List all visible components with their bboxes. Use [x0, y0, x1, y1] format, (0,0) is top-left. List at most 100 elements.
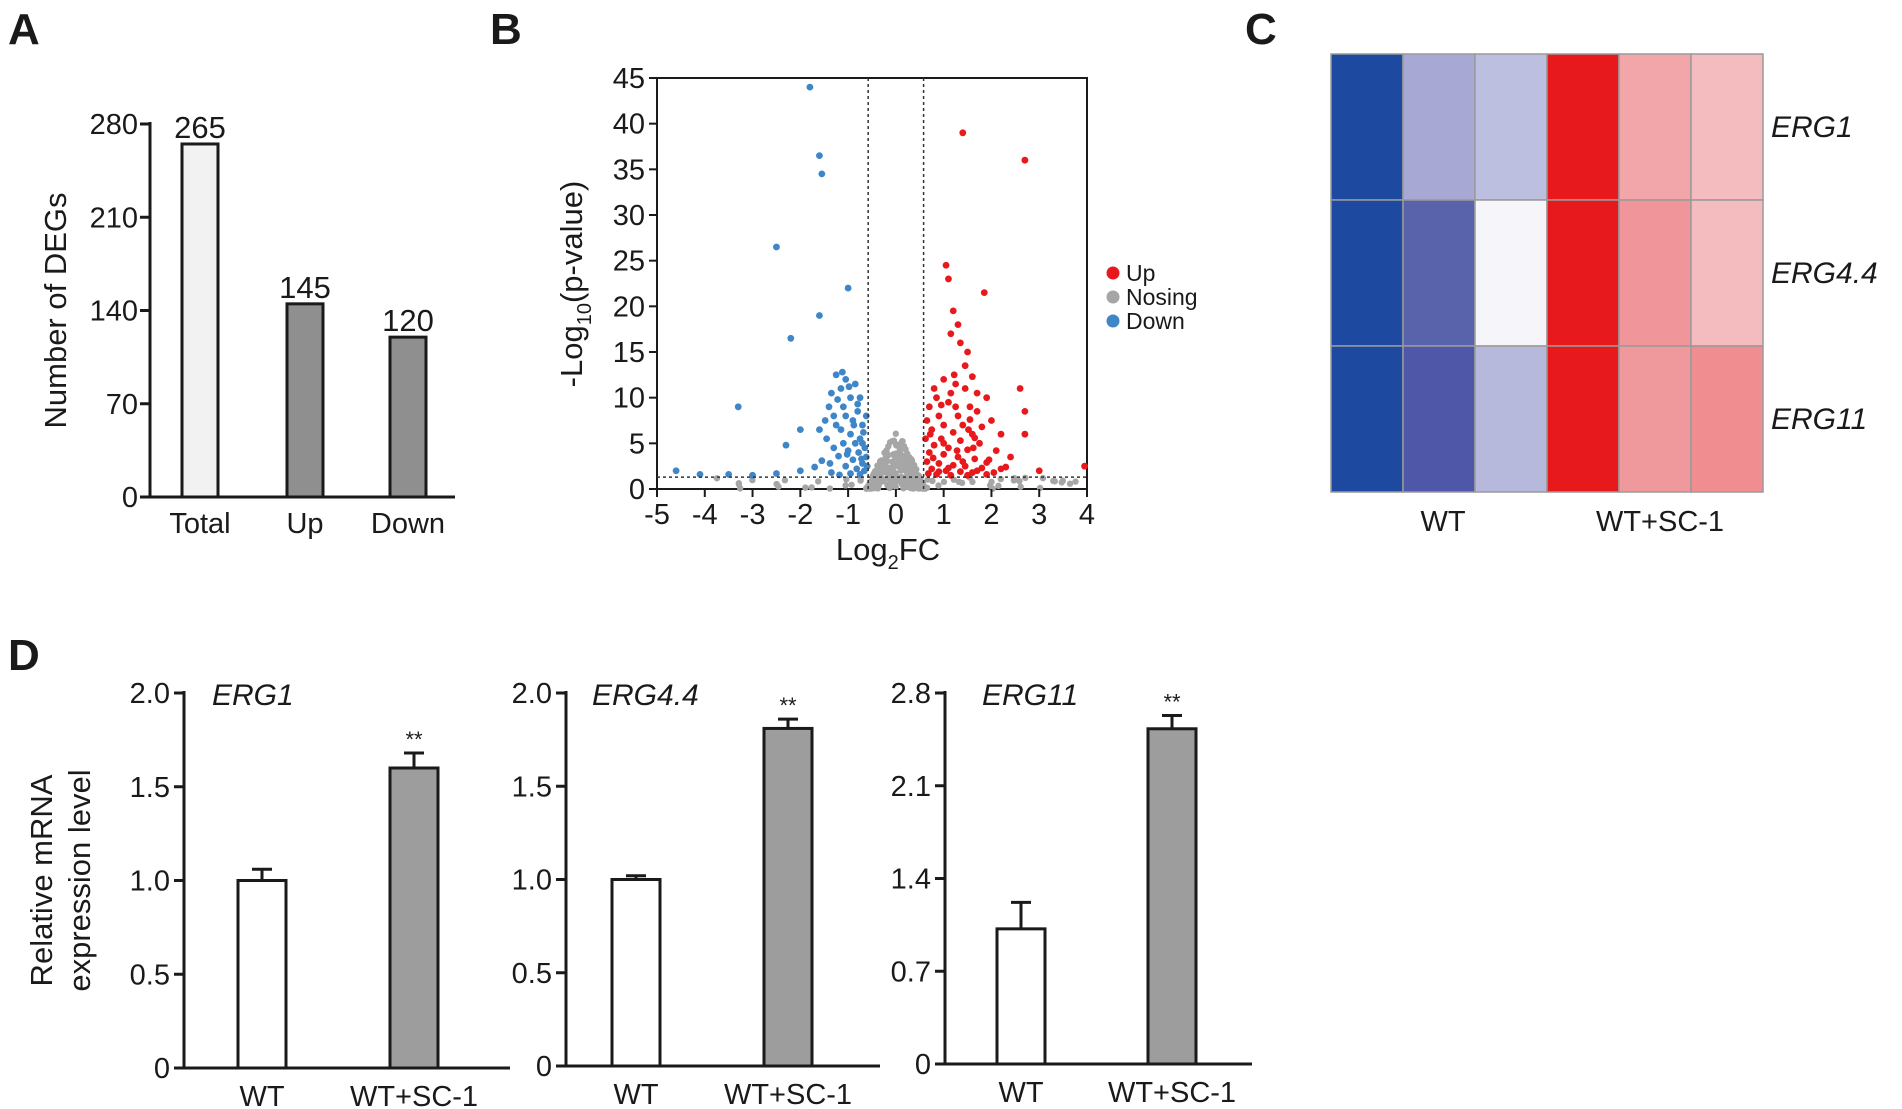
- down-point: [838, 368, 846, 376]
- down-point: [823, 435, 831, 443]
- down-point: [849, 456, 857, 464]
- nosing-point: [892, 430, 899, 437]
- nosing-point: [1039, 474, 1047, 482]
- x-tick-label: Up: [286, 508, 323, 540]
- legend-label-down: Down: [1126, 308, 1185, 334]
- qpcr-chart-erg11: 0 0.7 1.4 2.1 2.8 ERG11 WT ** WT+SC-1: [891, 678, 1252, 1109]
- panel-letter-b: B: [490, 5, 522, 54]
- x-tick-label: 3: [1031, 499, 1047, 531]
- nosing-point: [749, 476, 756, 484]
- heatmap-cell: [1402, 199, 1476, 347]
- significance-marker: **: [1163, 690, 1181, 715]
- heatmap-cell: [1474, 53, 1548, 201]
- y-tick-label: 0: [536, 1051, 552, 1083]
- panel-letter-a: A: [8, 5, 40, 54]
- up-point: [1007, 453, 1014, 461]
- y-tick-label: 30: [613, 200, 645, 232]
- bar-value-label: 145: [279, 270, 331, 305]
- down-point: [818, 170, 826, 178]
- down-point: [837, 426, 845, 434]
- down-point: [851, 439, 859, 447]
- down-point: [856, 394, 864, 402]
- bar-wt: [236, 879, 288, 1070]
- y-tick-label: 0: [122, 482, 138, 514]
- heatmap-cell: [1546, 345, 1620, 493]
- heatmap-cell: [1618, 53, 1692, 201]
- up-point: [954, 412, 962, 420]
- up-point: [949, 307, 957, 315]
- down-point: [847, 470, 854, 477]
- nosing-point: [892, 483, 899, 491]
- bar-total: [180, 142, 220, 499]
- x-tick-label: -1: [835, 499, 861, 531]
- up-point: [1021, 430, 1029, 438]
- nosing-point: [901, 466, 908, 473]
- down-point: [796, 467, 804, 475]
- nosing-point: [881, 449, 888, 456]
- up-point: [952, 380, 960, 388]
- up-point: [923, 417, 931, 424]
- y-tick-label: 0: [154, 1053, 170, 1085]
- up-point: [954, 321, 962, 328]
- down-point: [782, 441, 790, 449]
- x-tick-label: WT: [613, 1079, 658, 1109]
- down-point: [839, 439, 847, 447]
- nosing-point: [886, 479, 894, 486]
- heatmap-cell: [1546, 199, 1620, 347]
- deg-count-bar-chart: 0 70 140 210 280 265 Total 145 Up 120 Down Number o…: [38, 109, 455, 540]
- nosing-point: [736, 485, 744, 492]
- x-tick-label: Down: [371, 508, 445, 540]
- down-point: [773, 243, 780, 251]
- x-tick-label: -5: [644, 499, 670, 531]
- x-axis-title-main: Log: [836, 532, 888, 567]
- bar-value-label: 265: [174, 110, 226, 145]
- y-axis-title-main: -Log: [554, 325, 589, 387]
- nosing-point: [842, 482, 849, 489]
- down-point: [858, 455, 865, 463]
- down-point: [847, 394, 854, 402]
- y-tick-label: 2.0: [130, 678, 170, 710]
- up-point: [933, 394, 940, 402]
- y-tick-label: 1.4: [891, 864, 931, 896]
- nosing-point: [935, 482, 942, 489]
- legend-marker-nosing: [1106, 290, 1120, 304]
- y-tick-label: 25: [613, 246, 645, 278]
- down-point: [835, 452, 842, 460]
- row-label-erg4-4: ERG4.4: [1771, 257, 1878, 290]
- up-point: [997, 465, 1005, 473]
- nosing-point: [969, 478, 976, 486]
- down-point: [825, 403, 833, 411]
- bar-wt-sc1: [762, 726, 814, 1068]
- qpcr-chart-erg4-4: 0 0.5 1.0 1.5 2.0 ERG4.4 WT ** WT+SC-1: [512, 678, 880, 1109]
- qpcr-chart-erg1: 0 0.5 1.0 1.5 2.0 ERG1 WT ** WT+SC-1 Relative mRN…: [24, 678, 510, 1109]
- y-tick-label: 2.8: [891, 678, 931, 710]
- up-point: [925, 403, 933, 411]
- legend-label-nosing: Nosing: [1126, 284, 1198, 310]
- nosing-point: [713, 475, 721, 482]
- down-point: [830, 444, 838, 452]
- y-tick-label: 15: [613, 337, 645, 369]
- down-point: [859, 421, 866, 429]
- expression-heatmap: ERG1 ERG4.4 ERG11 WT WT+SC-1: [1330, 53, 1878, 538]
- group-label-wt: WT: [1420, 506, 1465, 538]
- x-tick-label: 1: [936, 499, 952, 531]
- down-point: [830, 412, 838, 420]
- down-point: [859, 439, 866, 447]
- y-tick-label: 1.5: [130, 772, 170, 804]
- down-point: [837, 385, 845, 392]
- up-point: [930, 385, 938, 392]
- down-point: [855, 449, 863, 456]
- up-point: [925, 449, 933, 456]
- up-point: [971, 434, 979, 442]
- up-point: [992, 447, 1000, 455]
- up-point: [1035, 467, 1043, 475]
- bar-wt: [995, 927, 1047, 1066]
- nosing-point: [814, 478, 822, 485]
- up-point: [956, 437, 964, 444]
- up-point: [935, 412, 943, 420]
- x-tick-label: -3: [740, 499, 766, 531]
- bar-down: [388, 335, 428, 499]
- down-point: [851, 380, 859, 388]
- y-tick-label: 280: [90, 109, 138, 141]
- series-up: [922, 129, 1089, 479]
